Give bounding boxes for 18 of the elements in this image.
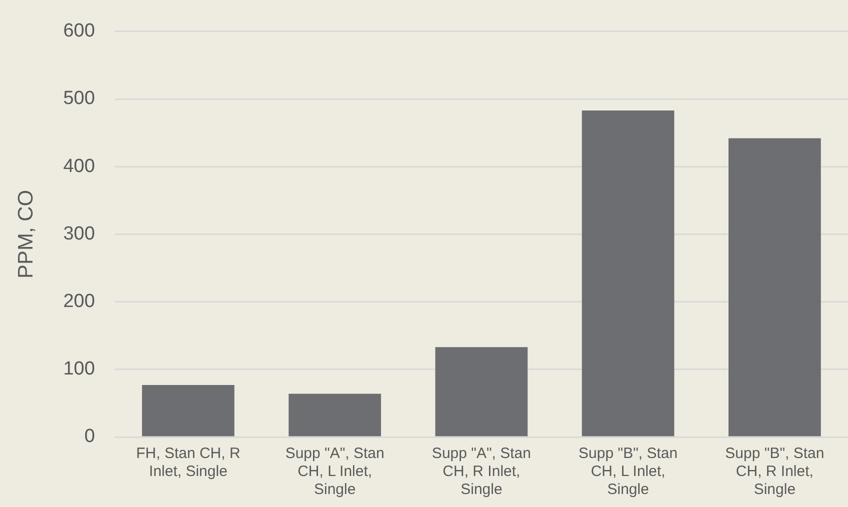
bar	[288, 394, 382, 436]
x-tick-label: Supp "B", Stan CH, L Inlet, Single	[578, 445, 678, 498]
bar	[728, 138, 821, 436]
bar	[435, 347, 528, 436]
y-tick-label: 300	[63, 223, 95, 244]
x-tick-label: Supp "A", Stan CH, L Inlet, Single	[285, 445, 384, 498]
y-tick-label: 500	[63, 88, 95, 110]
y-tick-label: 100	[63, 358, 95, 380]
bar	[582, 110, 674, 436]
y-tick-label: 600	[63, 20, 95, 42]
x-tick-label: Supp "B", Stan CH, R Inlet, Single	[725, 445, 824, 498]
x-tick-label: FH, Stan CH, R Inlet, Single	[136, 445, 240, 480]
y-axis-title: PPM, CO	[14, 190, 38, 279]
y-tick-label: 0	[84, 426, 95, 448]
bar	[142, 384, 234, 436]
x-tick-label: Supp "A", Stan CH, R Inlet, Single	[432, 445, 531, 498]
y-tick-label: 400	[63, 156, 95, 177]
y-tick-label: 200	[63, 291, 95, 312]
